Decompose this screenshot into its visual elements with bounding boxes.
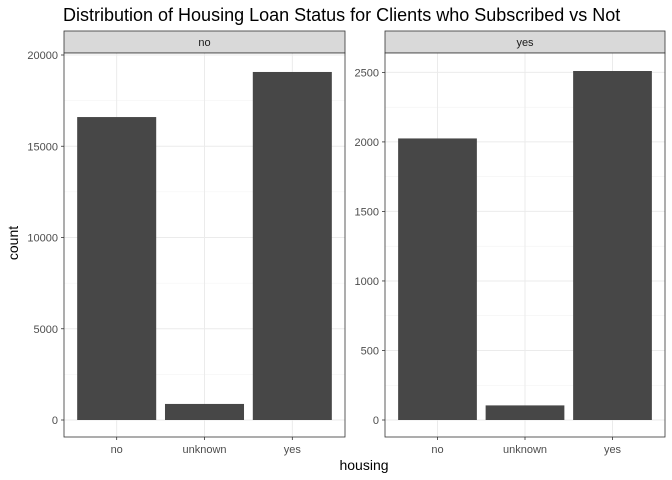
bar-unknown (485, 405, 565, 420)
panel-border (384, 52, 666, 438)
y-tick-label: 1000 (355, 276, 379, 288)
y-tick-label: 5000 (34, 324, 58, 336)
facet-panel-1: yes 0 500 1000 1500 2000 2500 no unknown yes (355, 30, 666, 456)
x-tick-label: no (111, 444, 123, 456)
panel-border (63, 52, 346, 438)
y-tick-label: 20000 (27, 50, 58, 62)
y-axis-title: count (5, 226, 21, 260)
facet-strip-label: no (198, 37, 210, 49)
y-tick-label: 1500 (355, 206, 379, 218)
facet-panels: no 0 5000 10000 15000 20000 no unknown yes yes 0 50… (27, 30, 666, 456)
y-tick-label: 0 (373, 415, 379, 427)
y-tick-label: 15000 (27, 141, 58, 153)
x-tick-label: yes (604, 444, 622, 456)
x-tick-label: yes (284, 444, 302, 456)
y-tick-label: 10000 (27, 233, 58, 245)
y-tick-label: 500 (361, 345, 379, 357)
bar-yes (573, 71, 652, 420)
bar-unknown (164, 403, 245, 420)
x-tick-label: unknown (182, 444, 226, 456)
x-tick-label: unknown (503, 444, 547, 456)
facet-panel-0: no 0 5000 10000 15000 20000 no unknown yes (27, 30, 346, 456)
x-axis-title: housing (339, 457, 388, 473)
y-tick-label: 2500 (355, 67, 379, 79)
facet-strip-label: yes (516, 37, 534, 49)
x-tick-label: no (431, 444, 443, 456)
bar-no (398, 138, 477, 420)
y-tick-label: 2000 (355, 137, 379, 149)
y-tick-label: 0 (52, 415, 58, 427)
bar-no (77, 117, 157, 421)
chart-title: Distribution of Housing Loan Status for … (63, 5, 620, 25)
bar-yes (252, 71, 332, 420)
